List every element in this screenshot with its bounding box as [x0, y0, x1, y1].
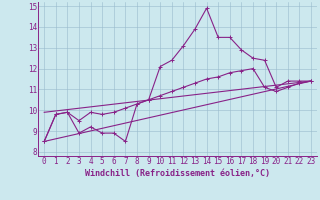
X-axis label: Windchill (Refroidissement éolien,°C): Windchill (Refroidissement éolien,°C): [85, 169, 270, 178]
